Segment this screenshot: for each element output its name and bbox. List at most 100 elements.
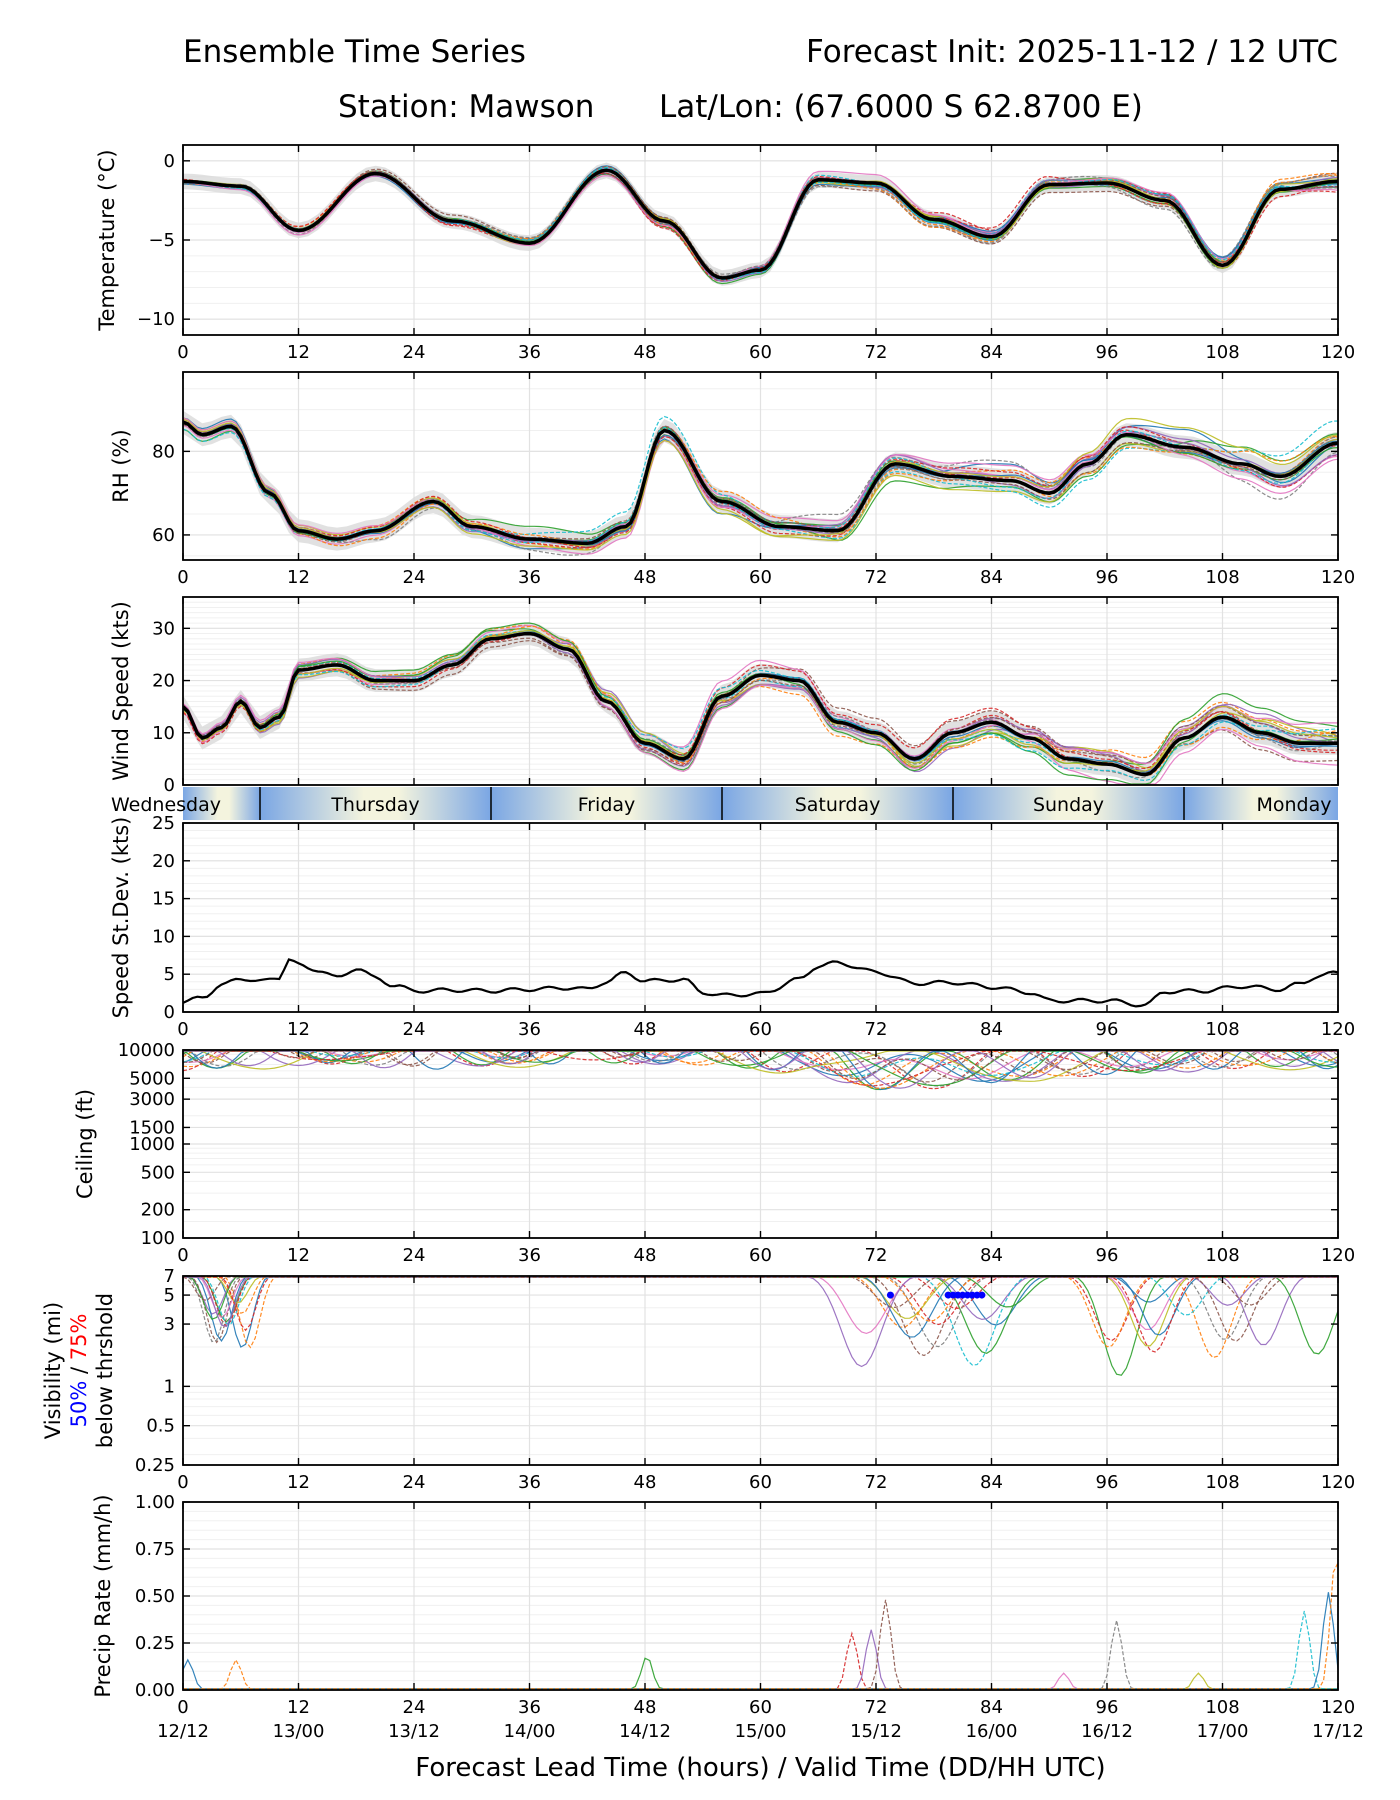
x-tick-label: 84 — [980, 1019, 1003, 1040]
valid-time-label: 16/00 — [966, 1721, 1018, 1742]
day-band-segment — [722, 787, 953, 820]
x-tick-label: 36 — [518, 567, 541, 588]
day-label-sunday: Sunday — [1033, 794, 1104, 816]
ensemble-member-line — [183, 1050, 1338, 1090]
y-axis-label-rh: RH (%) — [109, 429, 133, 502]
valid-time-label: 14/00 — [504, 1721, 556, 1742]
x-tick-label: 60 — [749, 1697, 772, 1718]
threshold-50-marker — [886, 1291, 894, 1299]
threshold-50-marker — [959, 1291, 967, 1299]
y-tick-label: 0.25 — [135, 1633, 175, 1654]
ensemble-mean-line — [183, 420, 1338, 546]
x-tick-label: 84 — [980, 1697, 1003, 1718]
y-tick-label: 20 — [152, 851, 175, 872]
ensemble-member-line — [183, 423, 1338, 543]
y-tick-label: 3 — [164, 1314, 175, 1335]
y-axis-label-temperature: Temperature (°C) — [95, 149, 119, 331]
x-tick-label: 60 — [749, 342, 772, 363]
x-tick-label: 120 — [1321, 1697, 1355, 1718]
y-tick-label: 0 — [164, 1002, 175, 1023]
x-tick-label: 96 — [1096, 567, 1119, 588]
x-tick-label: 36 — [518, 1472, 541, 1493]
y-tick-label: −5 — [148, 230, 175, 251]
ensemble-member-line — [183, 421, 1338, 544]
ensemble-member-line — [183, 422, 1338, 549]
day-band-segment — [260, 787, 491, 820]
y-tick-label: 80 — [152, 441, 175, 462]
valid-time-label: 17/00 — [1197, 1721, 1249, 1742]
x-tick-label: 48 — [634, 1472, 657, 1493]
y-tick-label: 200 — [141, 1200, 175, 1221]
x-tick-label: 12 — [287, 1472, 310, 1493]
x-tick-label: 84 — [980, 567, 1003, 588]
y-tick-label: 0.5 — [146, 1416, 175, 1437]
x-tick-label: 24 — [403, 567, 426, 588]
x-tick-label: 96 — [1096, 342, 1119, 363]
panel-rh — [182, 371, 1339, 561]
x-tick-label: 108 — [1205, 567, 1239, 588]
y-tick-label: 0 — [164, 775, 175, 796]
x-tick-label: 72 — [865, 567, 888, 588]
y-tick-label: 30 — [152, 618, 175, 639]
title-right: Forecast Init: 2025-11-12 / 12 UTC — [806, 34, 1338, 70]
y-axis-label-thresholds: 50% / 75% — [67, 1314, 91, 1428]
x-tick-label: 24 — [403, 342, 426, 363]
x-tick-label: 72 — [865, 1697, 888, 1718]
x-tick-label: 120 — [1321, 1245, 1355, 1266]
x-tick-label: 24 — [403, 1697, 426, 1718]
day-band-segment — [183, 787, 260, 820]
x-tick-label: 36 — [518, 342, 541, 363]
x-tick-label: 72 — [865, 342, 888, 363]
panel-visibility — [182, 1275, 1339, 1466]
x-tick-label: 60 — [749, 1472, 772, 1493]
x-tick-label: 108 — [1205, 1245, 1239, 1266]
threshold-50-marker — [973, 1291, 981, 1299]
ensemble-member-line — [183, 640, 1338, 774]
y-axis-label-below: below thrshold — [93, 1293, 117, 1448]
x-tick-label: 48 — [634, 1697, 657, 1718]
valid-time-label: 13/00 — [273, 1721, 325, 1742]
x-tick-label: 108 — [1205, 1697, 1239, 1718]
y-tick-label: 0.25 — [135, 1455, 175, 1476]
ensemble-member-line — [183, 632, 1338, 782]
x-tick-label: 96 — [1096, 1697, 1119, 1718]
threshold-50-marker — [978, 1291, 986, 1299]
x-axis-label: Forecast Lead Time (hours) / Valid Time … — [415, 1753, 1105, 1783]
x-tick-label: 108 — [1205, 1472, 1239, 1493]
x-tick-label: 120 — [1321, 1019, 1355, 1040]
x-tick-label: 12 — [287, 1697, 310, 1718]
panel-temperature — [182, 144, 1339, 336]
x-tick-label: 60 — [749, 1019, 772, 1040]
threshold-sep: / — [67, 1360, 91, 1380]
x-tick-label: 12 — [287, 342, 310, 363]
threshold-75-label: 75% — [67, 1314, 91, 1361]
valid-time-label: 12/12 — [157, 1721, 209, 1742]
x-tick-label: 12 — [287, 1245, 310, 1266]
ensemble-member-line — [183, 1050, 1338, 1089]
y-tick-label: 1000 — [129, 1134, 175, 1155]
y-tick-label: 0.75 — [135, 1539, 175, 1560]
x-tick-label: 48 — [634, 1019, 657, 1040]
x-tick-label: 0 — [177, 1019, 188, 1040]
y-tick-label: 10 — [152, 926, 175, 947]
x-tick-label: 48 — [634, 1245, 657, 1266]
y-tick-label: 10 — [152, 723, 175, 744]
ensemble-member-line — [183, 1276, 1338, 1353]
ensemble-mean-line — [183, 631, 1338, 777]
valid-time-label: 15/12 — [850, 1721, 902, 1742]
valid-time-label: 13/12 — [388, 1721, 440, 1742]
y-tick-label: 0.00 — [135, 1680, 175, 1701]
ensemble-mean-line — [183, 168, 1338, 280]
x-tick-label: 120 — [1321, 342, 1355, 363]
plot-area-wind_speed — [183, 622, 1338, 785]
ensemble-member-line — [183, 624, 1338, 769]
ensemble-member-line — [183, 420, 1338, 549]
x-tick-label: 72 — [865, 1019, 888, 1040]
x-tick-label: 72 — [865, 1472, 888, 1493]
plot-area-speed_stdev — [183, 958, 1338, 1008]
y-tick-label: 1 — [164, 1376, 175, 1397]
day-label-friday: Friday — [578, 794, 636, 816]
panel-wind_speed — [182, 596, 1339, 786]
x-tick-label: 120 — [1321, 567, 1355, 588]
plot-area-temperature — [183, 162, 1338, 286]
